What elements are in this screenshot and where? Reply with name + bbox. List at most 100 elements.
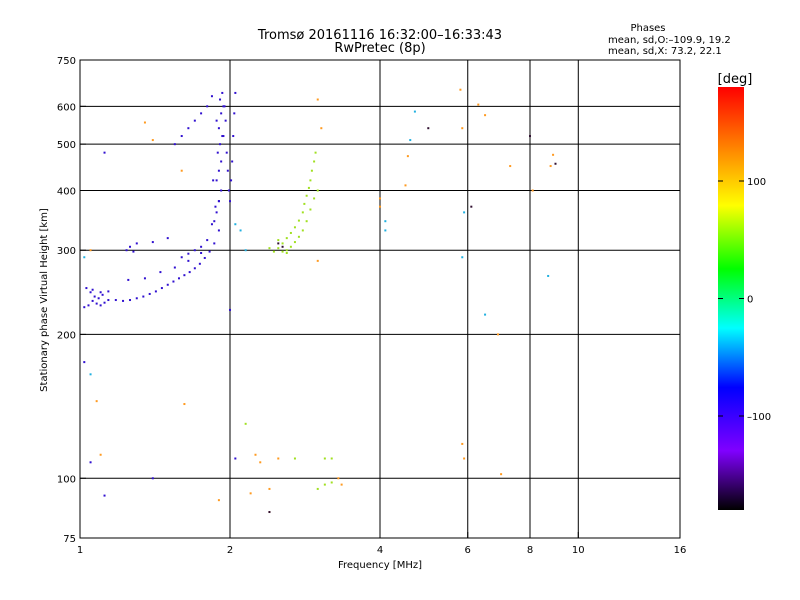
data-point: [309, 179, 312, 182]
data-point: [212, 179, 215, 182]
data-point: [307, 186, 310, 189]
x-tick-label: 10: [572, 545, 585, 556]
data-point: [463, 211, 466, 214]
data-point: [89, 373, 92, 376]
data-point: [206, 105, 209, 108]
x-tick-label: 2: [227, 545, 233, 556]
y-tick-label: 300: [57, 246, 76, 257]
data-point: [484, 114, 487, 117]
data-point: [316, 259, 319, 262]
data-point: [208, 250, 211, 253]
data-point: [230, 179, 233, 182]
data-point: [89, 249, 92, 252]
data-point: [172, 280, 175, 283]
data-point: [316, 189, 319, 192]
data-point: [234, 457, 237, 460]
data-point: [193, 249, 196, 252]
data-point: [166, 237, 169, 240]
data-point: [229, 308, 231, 311]
data-point: [226, 169, 229, 172]
data-point: [285, 249, 288, 252]
data-point: [206, 239, 209, 242]
data-point: [91, 288, 94, 291]
data-point: [379, 197, 381, 200]
data-point: [337, 477, 340, 480]
data-point: [151, 241, 154, 244]
data-point: [214, 205, 217, 208]
data-point: [549, 165, 552, 168]
chart-title: Tromsø 20161116 16:32:00–16:33:43: [257, 28, 502, 43]
data-point: [309, 208, 312, 211]
colorbar-label: [deg]: [718, 72, 753, 87]
data-point: [316, 487, 319, 490]
data-point: [277, 242, 280, 245]
data-point: [220, 160, 223, 163]
data-point: [187, 127, 190, 130]
data-point: [316, 98, 319, 101]
data-point: [142, 295, 145, 298]
data-point: [461, 127, 464, 130]
chart-subtitle: RwPretec (8p): [334, 41, 425, 56]
data-point: [323, 457, 326, 460]
data-point: [231, 160, 234, 163]
data-point: [198, 262, 201, 265]
data-point: [160, 287, 163, 290]
data-point: [305, 194, 308, 197]
data-point: [229, 200, 231, 203]
data-point: [225, 151, 228, 154]
data-point: [305, 220, 308, 223]
data-point: [217, 169, 220, 172]
data-point: [406, 155, 409, 158]
data-point: [97, 297, 100, 300]
data-point: [180, 256, 183, 259]
data-point: [531, 189, 534, 192]
data-point: [220, 112, 223, 115]
data-point: [200, 245, 203, 248]
x-axis-label: Frequency [MHz]: [338, 560, 422, 571]
data-point: [313, 160, 316, 163]
data-point: [151, 477, 154, 480]
data-point: [297, 235, 300, 238]
data-point: [215, 179, 218, 182]
data-point: [221, 91, 224, 94]
y-axis-ticks: 75 100 200 300 400 500 600 750: [57, 56, 86, 545]
data-point: [177, 277, 180, 280]
data-point: [151, 139, 154, 142]
y-tick-label: 750: [57, 56, 76, 67]
x-axis-ticks: 1 2 4 6 8 10 16: [77, 532, 686, 556]
data-point: [281, 242, 284, 245]
x-tick-label: 6: [465, 545, 471, 556]
data-point: [223, 105, 226, 108]
data-point: [216, 151, 219, 154]
data-point: [330, 457, 333, 460]
data-point: [289, 231, 292, 234]
data-point: [213, 242, 216, 245]
data-points: [83, 88, 557, 514]
data-point: [384, 229, 387, 232]
data-point: [277, 247, 280, 250]
data-point: [463, 457, 466, 460]
data-point: [127, 278, 130, 281]
data-point: [227, 189, 230, 192]
data-point: [220, 189, 223, 192]
data-point: [552, 153, 555, 156]
data-point: [484, 313, 487, 316]
data-point: [249, 492, 252, 495]
data-point: [384, 220, 387, 223]
data-point: [409, 139, 412, 142]
data-point: [95, 302, 98, 305]
data-point: [83, 306, 86, 309]
data-point: [159, 271, 162, 274]
data-point: [143, 121, 146, 124]
data-point: [254, 453, 257, 456]
data-point: [221, 135, 224, 138]
data-point: [83, 256, 86, 259]
data-point: [188, 271, 191, 274]
data-point: [461, 442, 464, 445]
data-point: [232, 135, 235, 138]
data-point: [272, 250, 275, 253]
data-point: [277, 239, 280, 242]
data-point: [203, 256, 206, 259]
data-point: [215, 119, 218, 122]
data-point: [125, 249, 128, 252]
